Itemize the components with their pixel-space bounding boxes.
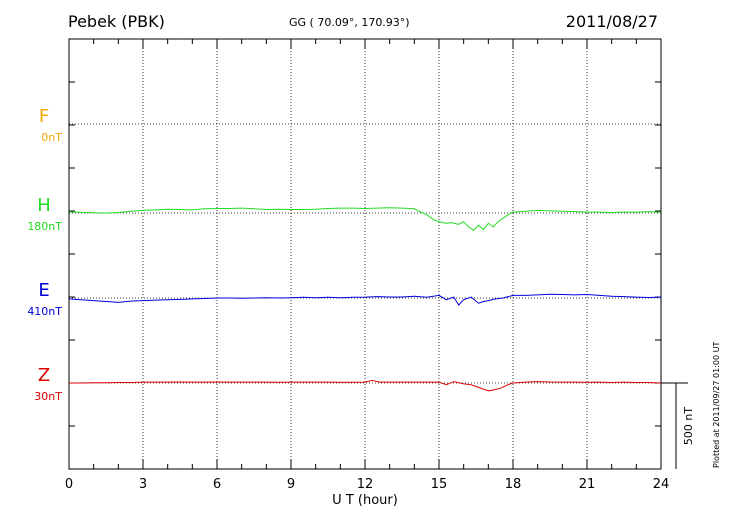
x-tick-label: 18: [505, 477, 522, 492]
series-offset-label: 410nT: [27, 305, 62, 318]
x-tick-label: 3: [139, 477, 147, 492]
x-tick-label: 6: [213, 477, 221, 492]
x-tick-label: 21: [579, 477, 596, 492]
plot-date: 2011/08/27: [565, 12, 658, 31]
x-tick-label: 0: [65, 477, 73, 492]
x-tick-label: 9: [287, 477, 295, 492]
series-name-label: F: [39, 106, 49, 127]
series-name-label: H: [37, 195, 51, 216]
series-line-h: [68, 207, 662, 232]
series-name-label: E: [38, 280, 49, 301]
plotted-timestamp: Plotted at 2011/09/27 01:00 UT: [712, 341, 721, 468]
scale-bar-label: 500 nT: [682, 407, 695, 445]
series-line-z: [69, 379, 662, 392]
series-line-e: [68, 293, 662, 306]
x-tick-label: 12: [357, 477, 374, 492]
x-tick-label: 24: [653, 477, 670, 492]
series-name-label: Z: [38, 365, 50, 386]
station-coordinates: GG ( 70.09°, 170.93°): [289, 16, 410, 29]
plot-frame: [68, 38, 662, 470]
x-axis-label: U T (hour): [332, 493, 398, 508]
series-offset-label: 30nT: [34, 390, 62, 403]
station-name: Pebek (PBK): [68, 12, 165, 31]
series-offset-label: 0nT: [41, 131, 62, 144]
x-tick-label: 15: [431, 477, 448, 492]
series-offset-label: 180nT: [27, 220, 62, 233]
